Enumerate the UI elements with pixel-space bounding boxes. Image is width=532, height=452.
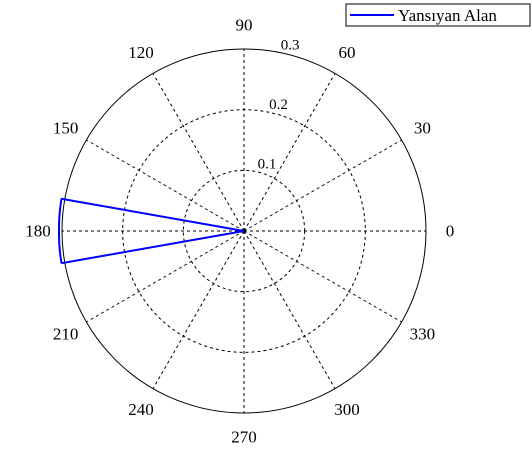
- spoke-300: [243, 230, 336, 389]
- spoke-30: [243, 139, 402, 232]
- spoke-120: [152, 73, 245, 232]
- legend-box: [345, 3, 531, 27]
- radius-tick-labels: 0.1 0.2 0.3: [258, 37, 300, 172]
- series-layer: [57, 197, 245, 265]
- legend: Yansıyan Alan: [345, 3, 531, 27]
- spoke-330: [243, 230, 402, 323]
- angle-label-150: 150: [53, 119, 79, 138]
- angle-label-270: 270: [231, 428, 257, 447]
- spoke-150: [86, 139, 245, 232]
- outer-circle: [61, 48, 427, 414]
- polar-grid: [61, 48, 427, 414]
- angle-tick-labels: 0 30 60 90 120 150 180 210 240 270 300 330: [25, 16, 454, 447]
- spoke-240: [152, 230, 245, 389]
- angle-label-0: 0: [446, 222, 455, 241]
- angle-label-330: 330: [410, 325, 436, 344]
- radius-label-0.2: 0.2: [269, 97, 288, 113]
- angle-label-240: 240: [128, 400, 154, 419]
- angle-label-210: 210: [53, 325, 79, 344]
- angle-label-90: 90: [236, 16, 253, 35]
- angle-label-120: 120: [128, 43, 154, 62]
- radius-ring-0.1: [182, 169, 306, 293]
- legend-label: Yansıyan Alan: [398, 6, 497, 25]
- angle-label-180: 180: [25, 222, 51, 241]
- spoke-210: [86, 230, 245, 323]
- angle-label-30: 30: [414, 119, 431, 138]
- radius-label-0.1: 0.1: [258, 156, 277, 172]
- radius-ring-0.2: [122, 109, 366, 353]
- series-line-0: [57, 197, 245, 265]
- spoke-60: [243, 73, 336, 232]
- angle-label-300: 300: [334, 400, 360, 419]
- angle-label-60: 60: [339, 43, 356, 62]
- radius-label-0.3: 0.3: [281, 37, 300, 53]
